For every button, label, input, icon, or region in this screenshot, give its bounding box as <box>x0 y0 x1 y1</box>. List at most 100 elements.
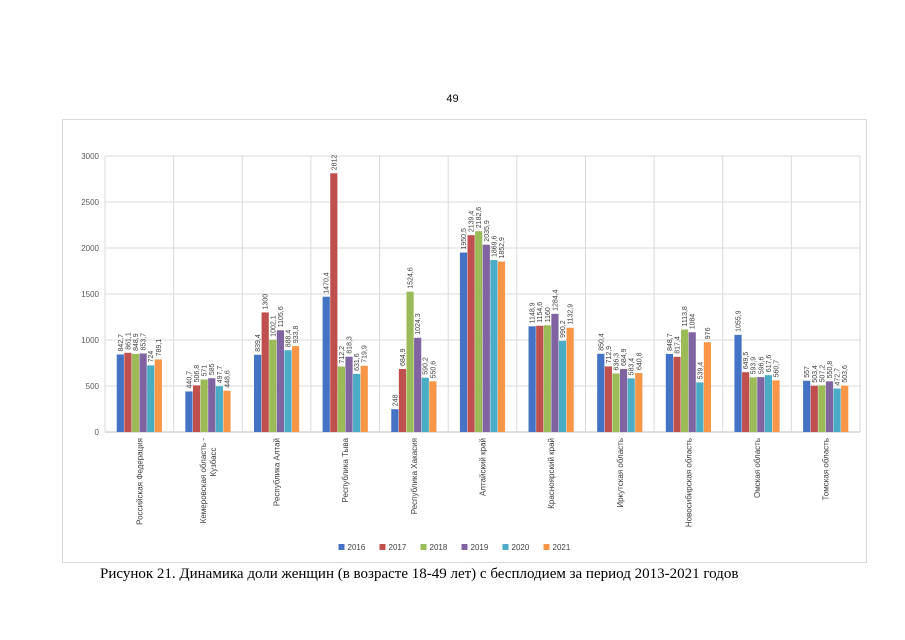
category-label-line: Республика Тыва <box>341 437 350 502</box>
bar <box>345 356 353 432</box>
data-label: 2182,6 <box>476 207 483 229</box>
bar <box>825 381 834 432</box>
bar <box>414 337 422 432</box>
y-tick-label: 0 <box>95 428 100 437</box>
bar <box>353 373 361 432</box>
data-label: 497,7 <box>217 366 224 384</box>
data-label: 789,1 <box>156 339 163 357</box>
data-label: 248 <box>392 394 399 406</box>
legend-entry: 2017 <box>389 543 407 552</box>
category-label-line: Томская область <box>822 438 831 501</box>
category-label-line: Алтайский край <box>479 438 488 496</box>
bar <box>124 352 132 432</box>
legend-swatch <box>461 544 468 550</box>
category-label-line: Кемеровская область - <box>199 438 208 524</box>
bar <box>391 409 399 432</box>
bar <box>192 385 201 432</box>
data-label: 1105,6 <box>278 306 285 327</box>
bar <box>566 327 574 432</box>
bar <box>154 359 162 432</box>
data-label: 539,4 <box>697 362 704 380</box>
bar <box>337 366 346 432</box>
data-label: 2035,9 <box>484 220 491 242</box>
category-label: Кемеровская область -Кузбасс <box>199 438 218 524</box>
category-label: Красноярский край <box>547 438 556 509</box>
bar <box>200 379 208 432</box>
data-label: 861,1 <box>125 332 132 350</box>
data-label: 1154,6 <box>537 302 544 323</box>
bar <box>497 261 506 432</box>
bar <box>253 354 262 432</box>
y-tick-label: 3000 <box>81 152 99 161</box>
bar <box>803 380 811 432</box>
legend-swatch <box>420 544 427 550</box>
category-label: Республика Тыва <box>341 437 350 502</box>
bar <box>742 372 750 432</box>
data-label: 649,5 <box>743 352 750 370</box>
bar <box>597 353 605 432</box>
data-label: 636,3 <box>613 353 620 371</box>
category-label: Республика Хакасия <box>410 438 419 514</box>
bar <box>147 365 155 432</box>
bar <box>818 385 826 432</box>
data-label: 850,4 <box>598 333 605 351</box>
bar <box>467 235 475 432</box>
data-label: 2139,4 <box>469 211 476 233</box>
bar <box>757 377 765 432</box>
data-label: 712,2 <box>339 346 346 364</box>
bar <box>482 244 490 432</box>
bar <box>223 390 231 432</box>
data-label: 719,9 <box>362 345 369 363</box>
data-label: 839,4 <box>255 334 262 352</box>
bar <box>612 373 620 432</box>
data-label: 631,6 <box>354 353 361 371</box>
bar <box>551 313 559 432</box>
y-tick-label: 2000 <box>81 244 99 253</box>
data-label: 593,9 <box>751 357 758 375</box>
bar <box>841 385 849 432</box>
bar <box>536 325 544 432</box>
bar <box>764 375 773 432</box>
page-number: 49 <box>446 93 459 105</box>
bar <box>215 386 223 432</box>
category-label: Иркутская область <box>616 438 625 508</box>
bar <box>475 231 483 432</box>
bar <box>131 353 140 432</box>
legend-entry: 2020 <box>512 543 530 552</box>
bar <box>810 385 818 432</box>
data-label: 1852,9 <box>499 237 506 259</box>
bar <box>604 366 612 432</box>
bar <box>185 391 193 432</box>
y-tick-label: 2500 <box>81 198 99 207</box>
data-label: 1950,5 <box>461 228 468 250</box>
bar <box>269 339 277 432</box>
data-label: 1160 <box>545 307 552 322</box>
category-label-line: Красноярский край <box>547 438 556 509</box>
bar <box>360 365 368 432</box>
data-label: 560,7 <box>774 360 781 378</box>
figure-caption: Рисунок 21. Динамика доли женщин (в возр… <box>100 566 739 582</box>
bar <box>398 368 407 432</box>
bar <box>406 291 414 432</box>
data-label: 503,4 <box>812 365 819 383</box>
data-label: 550,8 <box>827 361 834 379</box>
data-label: 506,8 <box>194 365 201 383</box>
category-label: Алтайский край <box>479 438 488 496</box>
data-label: 888,4 <box>285 330 292 348</box>
data-label: 557 <box>804 366 811 378</box>
category-label-line: Республика Алтай <box>273 438 282 506</box>
data-label: 1084 <box>690 314 697 330</box>
legend-swatch <box>379 544 386 550</box>
bar <box>459 252 468 432</box>
category-label: Новосибирская область <box>684 438 693 527</box>
y-tick-label: 1500 <box>81 290 99 299</box>
data-label: 1055,9 <box>736 310 743 332</box>
data-label: 1148,9 <box>530 302 537 323</box>
data-label: 640,8 <box>636 352 643 370</box>
bar <box>490 259 498 432</box>
bar <box>261 312 269 432</box>
data-label: 848,7 <box>667 333 674 351</box>
bar <box>139 353 147 432</box>
data-label: 1300 <box>263 294 270 310</box>
data-label: 583,4 <box>629 358 636 376</box>
